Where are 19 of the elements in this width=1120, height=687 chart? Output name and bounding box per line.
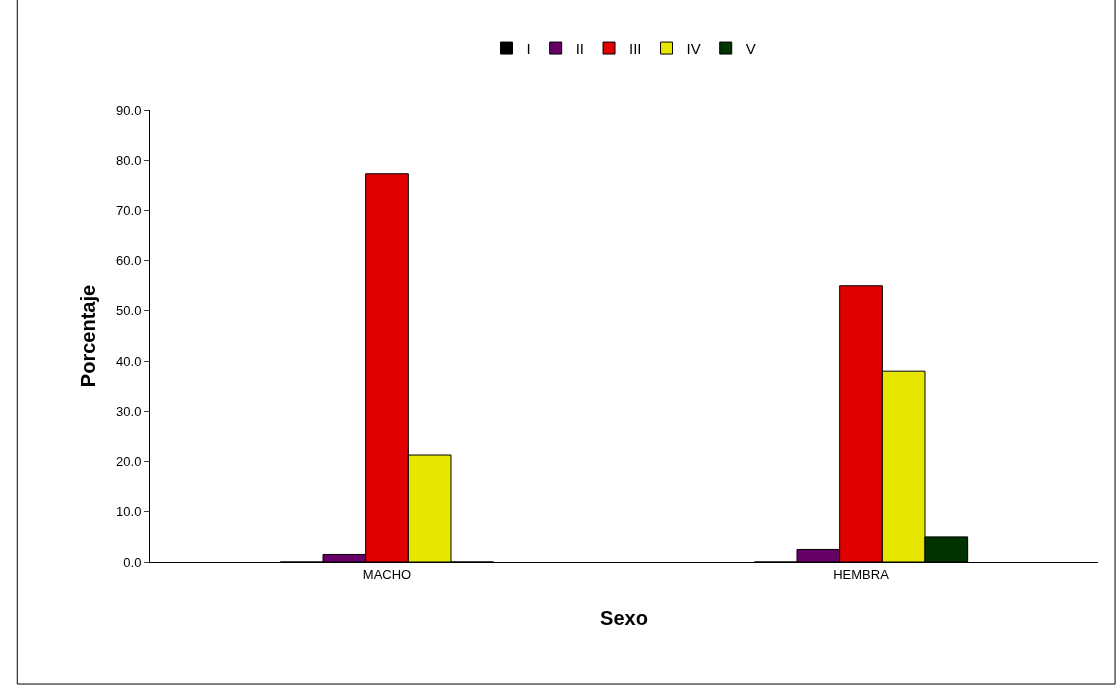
y-axis-title: Porcentaje <box>76 284 99 388</box>
legend-label: I <box>526 39 531 57</box>
legend-label: V <box>745 39 756 57</box>
y-tick-label: 60.0 <box>116 253 142 269</box>
y-tick-label: 90.0 <box>116 102 142 118</box>
y-tick-label: 50.0 <box>116 303 142 319</box>
y-tick-label: 80.0 <box>116 152 142 168</box>
x-tick-label: MACHO <box>362 566 412 582</box>
y-tick-label: 40.0 <box>116 353 142 369</box>
x-tick-label: HEMBRA <box>833 566 890 582</box>
legend-label: III <box>629 39 642 57</box>
legend-label: II <box>575 39 585 57</box>
legend-label: IV <box>686 39 701 57</box>
x-axis-title: Sexo <box>600 607 648 630</box>
y-tick-label: 10.0 <box>116 504 142 520</box>
y-tick-label: 0.0 <box>123 554 142 570</box>
y-tick-label: 20.0 <box>116 454 142 470</box>
y-tick-label: 30.0 <box>116 403 142 419</box>
y-tick-label: 70.0 <box>116 202 142 218</box>
